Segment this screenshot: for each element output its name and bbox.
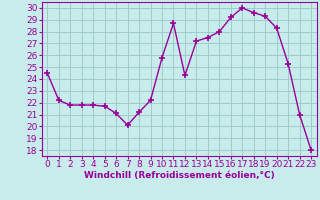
X-axis label: Windchill (Refroidissement éolien,°C): Windchill (Refroidissement éolien,°C): [84, 171, 275, 180]
